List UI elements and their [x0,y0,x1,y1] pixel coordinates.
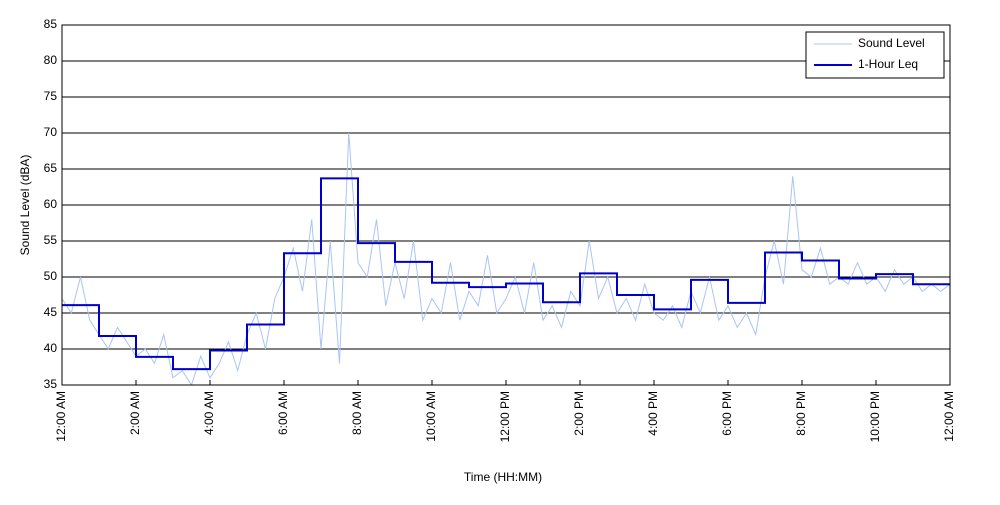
plot-frame [61,24,951,386]
y-tick-label: 40 [44,341,58,355]
series-line [62,177,950,371]
y-tick-label: 65 [44,161,58,175]
y-tick-label: 45 [44,305,58,319]
y-tick-label: 55 [44,233,58,247]
x-tick-label: 4:00 AM [202,391,216,435]
x-tick-label: 12:00 AM [54,391,68,442]
x-tick-label: 2:00 AM [128,391,142,435]
x-tick-label: 2:00 PM [572,391,586,436]
y-tick-label: 60 [44,197,58,211]
x-tick-label: 6:00 AM [276,391,290,435]
y-axis-label: Sound Level (dBA) [18,155,32,256]
y-tick-label: 75 [44,89,58,103]
x-tick-label: 4:00 PM [646,391,660,436]
x-axis-label: Time (HH:MM) [464,470,542,484]
x-tick-label: 6:00 PM [720,391,734,436]
legend-box [805,31,945,79]
x-tick-label: 12:00 PM [498,391,512,442]
y-tick-label: 50 [44,269,58,283]
y-tick-label: 85 [44,17,58,31]
x-tick-label: 8:00 AM [350,391,364,435]
y-tick-label: 35 [44,377,58,391]
legend-label: 1-Hour Leq [858,57,918,71]
y-tick-label: 70 [44,125,58,139]
series-line [62,132,950,385]
x-tick-label: 8:00 PM [794,391,808,436]
y-tick-label: 80 [44,53,58,67]
x-tick-label: 10:00 AM [424,391,438,442]
x-tick-label: 10:00 PM [868,391,882,442]
legend-label: Sound Level [858,36,925,50]
x-tick-label: 12:00 AM [942,391,956,442]
